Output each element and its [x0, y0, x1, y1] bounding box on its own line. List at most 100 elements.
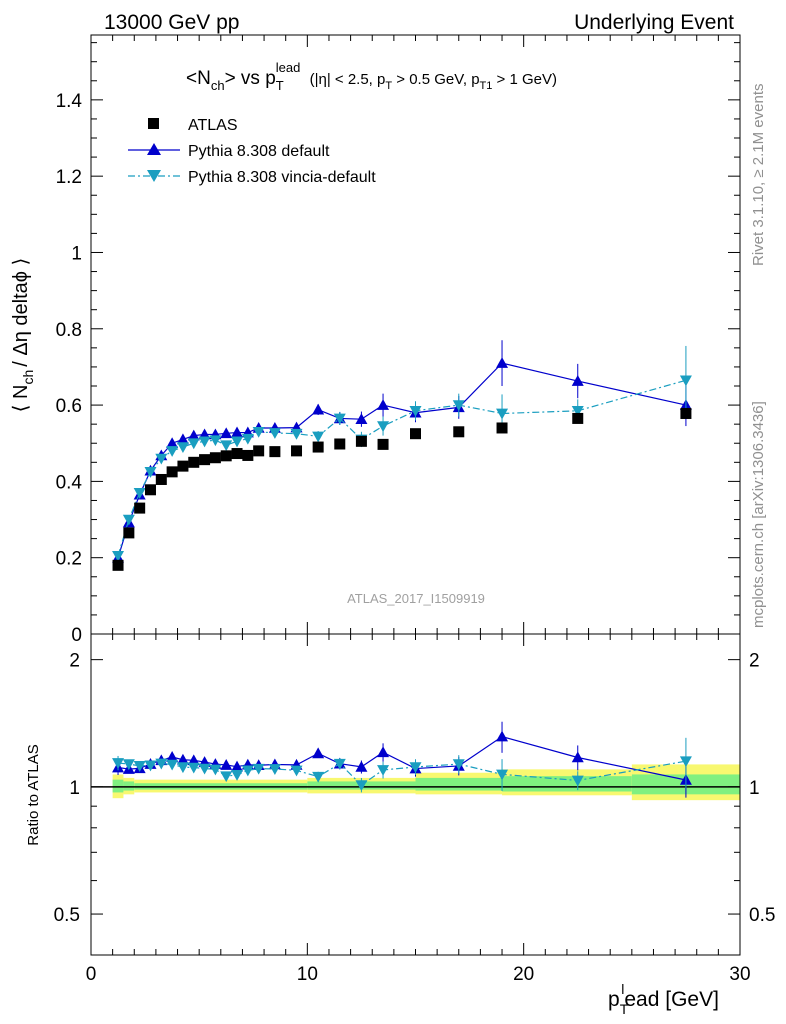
series-atlas-point	[123, 527, 135, 539]
series-vincia-point	[166, 446, 179, 457]
series-vincia-point	[268, 428, 281, 439]
ratio-tick-label: 1	[69, 778, 80, 799]
series-atlas-point	[291, 445, 303, 457]
series-vincia-point	[176, 442, 189, 454]
series-vincia-point	[112, 550, 125, 562]
series-atlas-point	[453, 426, 465, 438]
series-vincia-point	[252, 426, 265, 438]
series-vincia-point	[409, 406, 422, 417]
ratio-tick-label-right: 0.5	[749, 905, 775, 926]
series-atlas-point	[209, 452, 221, 464]
ratio-default-point	[312, 747, 325, 759]
ratio-vincia-point	[290, 765, 303, 777]
series-vincia-point	[241, 433, 254, 445]
series-atlas-point	[680, 407, 692, 419]
series-default-point	[231, 426, 244, 438]
ratio-band-inner	[112, 779, 124, 793]
series-vincia-point	[333, 413, 346, 425]
series-vincia-point	[144, 467, 157, 478]
series-vincia-point	[155, 453, 168, 465]
series-atlas-point	[166, 466, 178, 478]
plot-title: <Nch> vs pTlead (|η| < 2.5, pT > 0.5 GeV…	[186, 56, 557, 93]
ratio-tick-label-right: 2	[749, 651, 760, 672]
series-atlas-point	[155, 473, 167, 485]
plot-layer: 0 10 20 30 0 0.2 0.4 0.6 0.8 1 1.2 1.4 0.5 0.5 1 1 2 2	[54, 34, 775, 985]
ratio-vincia-point	[112, 758, 125, 769]
series-atlas-point	[312, 441, 324, 453]
header-left: 13000 GeV pp	[104, 11, 239, 34]
ratio-vincia-point	[268, 764, 281, 775]
analysis-watermark: ATLAS_2017_I1509919	[347, 591, 485, 606]
series-atlas-point	[377, 438, 389, 450]
ratio-vincia-point	[231, 770, 244, 781]
x-axis-label: pTlead [GeV]	[608, 981, 719, 1017]
series-vincia-point	[198, 436, 211, 448]
ratio-default-point	[231, 760, 244, 772]
ratio-vincia-point	[133, 761, 146, 772]
ratio-band-inner	[123, 781, 135, 791]
x-tick-label: 10	[297, 964, 318, 985]
series-atlas-point	[496, 422, 508, 434]
series-default-point	[377, 399, 390, 410]
ratio-vincia-point	[679, 756, 692, 768]
series-vincia-point	[220, 440, 233, 452]
series-vincia-point	[209, 435, 222, 447]
series-default-point	[176, 433, 189, 445]
series-vincia-point	[133, 488, 146, 499]
y-tick-label: 0.6	[56, 396, 82, 417]
ratio-vincia-point	[571, 775, 584, 787]
series-atlas-point	[199, 454, 211, 466]
ratio-vincia-point	[166, 759, 179, 771]
ratio-vincia-point	[209, 764, 222, 776]
ratio-axis-label: Ratio to ATLAS	[25, 744, 42, 845]
legend-vincia-marker	[147, 170, 161, 182]
series-atlas-point	[144, 484, 156, 496]
ratio-default-point	[355, 760, 368, 772]
y-tick-label: 1.2	[56, 167, 82, 188]
y-tick-label: 0.8	[56, 320, 82, 341]
legend-default-label: Pythia 8.308 default	[188, 143, 330, 160]
series-default-point	[187, 429, 200, 441]
ratio-tick-label: 2	[69, 651, 80, 672]
series-atlas-point	[112, 559, 124, 571]
ratio-default-point	[377, 746, 390, 758]
series-atlas-point	[355, 435, 367, 447]
y-tick-label: 1	[71, 243, 82, 264]
ratio-vincia-point	[355, 780, 368, 792]
series-atlas-point	[134, 502, 146, 514]
series-atlas-point	[231, 448, 243, 460]
legend: ATLAS Pythia 8.308 default Pythia 8.308 …	[128, 117, 376, 186]
ratio-vincia-point	[252, 763, 265, 775]
y-tick-label: 0	[71, 625, 82, 646]
series-atlas-point	[188, 456, 200, 468]
y-tick-label: 1.4	[56, 91, 83, 112]
ratio-tick-label: 0.5	[54, 905, 80, 926]
series-atlas-point	[410, 428, 421, 440]
ratio-vincia-point	[496, 769, 509, 781]
series-default-point	[496, 357, 509, 368]
series-vincia-point	[571, 406, 584, 417]
series-default-point	[355, 413, 368, 424]
y-tick-label: 0.4	[56, 472, 83, 493]
y-tick-label: 0.2	[56, 549, 82, 570]
ratio-vincia-point	[122, 759, 135, 771]
series-default-point	[571, 375, 584, 386]
series-vincia-point	[496, 408, 509, 420]
ratio-default-point	[571, 751, 584, 763]
x-tick-label: 30	[729, 964, 750, 985]
series-vincia-point	[231, 436, 244, 448]
mcplots-label: mcplots.cern.ch [arXiv:1306.3436]	[750, 401, 767, 628]
series-default-point	[220, 427, 233, 439]
series-vincia-point	[452, 400, 465, 412]
ratio-vincia-point	[452, 759, 465, 771]
series-default-point	[312, 403, 325, 415]
legend-atlas-label: ATLAS	[188, 117, 238, 134]
legend-vincia-label: Pythia 8.308 vincia-default	[188, 169, 376, 186]
series-atlas-point	[572, 412, 584, 424]
series-atlas-point	[269, 446, 281, 458]
ratio-vincia-point	[333, 758, 346, 770]
ratio-vincia-point	[155, 758, 168, 770]
x-tick-label: 0	[86, 964, 97, 985]
header-right: Underlying Event	[574, 11, 734, 34]
